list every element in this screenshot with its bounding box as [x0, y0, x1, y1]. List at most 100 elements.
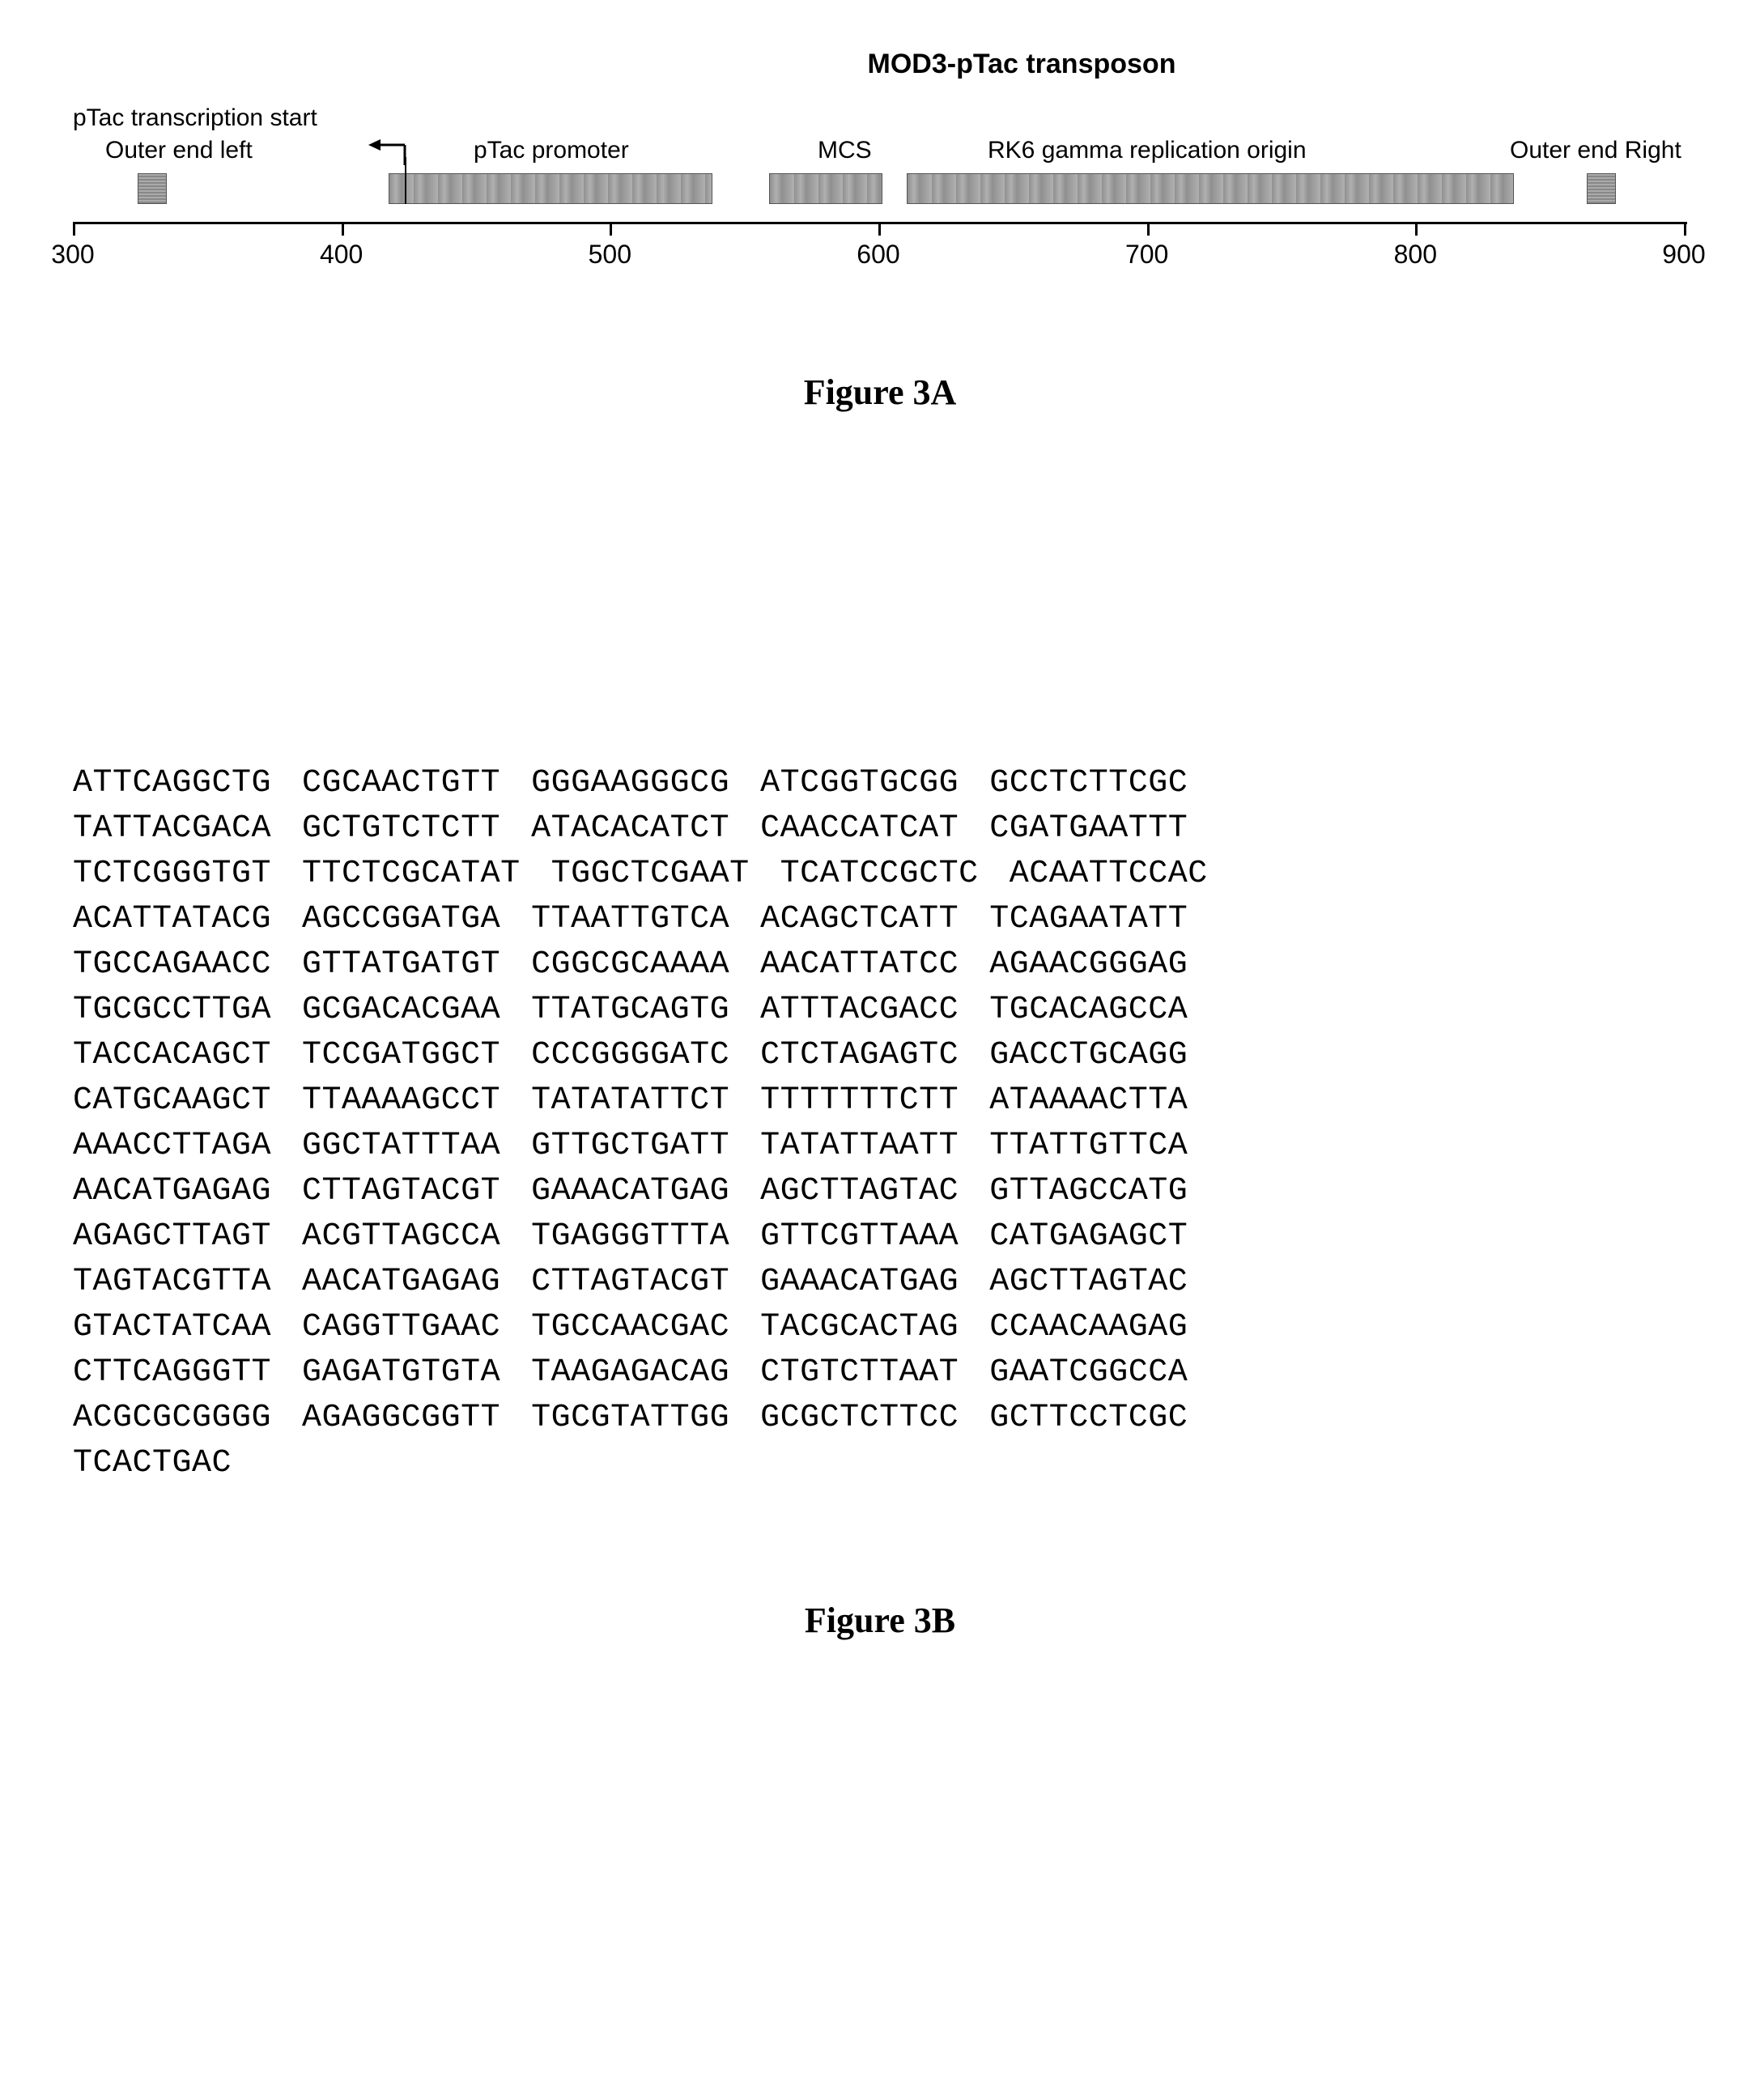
ruler-tick	[610, 224, 612, 236]
ruler-label: 900	[1662, 240, 1705, 270]
sequence-block: CCCGGGGATC	[531, 1033, 729, 1078]
figure-a-caption: Figure 3A	[73, 372, 1687, 413]
sequence-block: TGCGTATTGG	[531, 1396, 729, 1441]
sequence-block: AACATTATCC	[760, 942, 959, 988]
sequence-block: TATATTAATT	[760, 1124, 959, 1169]
sequence-block: GAAACATGAG	[531, 1169, 729, 1214]
label-mcs: MCS	[818, 137, 872, 164]
bar-outer-end-left	[138, 173, 167, 204]
ruler-label: 300	[51, 240, 94, 270]
sequence-block: ACAATTCCAC	[1010, 852, 1208, 897]
label-transcription-start: pTac transcription start	[73, 104, 317, 132]
sequence-block: AGCTTAGTAC	[760, 1169, 959, 1214]
ruler-tick	[1684, 224, 1686, 236]
ruler-label: 600	[857, 240, 899, 270]
sequence-row: TCACTGAC	[73, 1441, 1687, 1486]
bar-outer-end-right	[1587, 173, 1616, 204]
sequence-block: CTTAGTACGT	[302, 1169, 500, 1214]
sequence-block: CATGCAAGCT	[73, 1078, 271, 1124]
sequence-block: AGAGGCGGTT	[302, 1396, 500, 1441]
sequence-block: GCGACACGAA	[302, 988, 500, 1033]
sequence-block: TATTACGACA	[73, 806, 271, 852]
sequence-block: TACGCACTAG	[760, 1305, 959, 1350]
sequence-row: TCTCGGGTGTTTCTCGCATATTGGCTCGAATTCATCCGCT…	[73, 852, 1687, 897]
sequence-block: ATTTACGACC	[760, 988, 959, 1033]
sequence-block: TGGCTCGAAT	[551, 852, 750, 897]
label-ptac-promoter: pTac promoter	[474, 137, 629, 164]
sequence-block: GTTAGCCATG	[989, 1169, 1188, 1214]
sequence-block: TCACTGAC	[73, 1441, 232, 1486]
sequence-block: TCTCGGGTGT	[73, 852, 271, 897]
sequence-block: ATACACATCT	[531, 806, 729, 852]
sequence-block: TCATCCGCTC	[780, 852, 979, 897]
sequence-block: AACATGAGAG	[302, 1260, 500, 1305]
track-row	[73, 173, 1687, 214]
sequence-block: GAGATGTGTA	[302, 1350, 500, 1396]
sequence-block: GGGAAGGGCG	[531, 761, 729, 806]
sequence-block: CAACCATCAT	[760, 806, 959, 852]
diagram-section: MOD3-pTac transposon pTac transcription …	[73, 49, 1687, 413]
sequence-block: AGAACGGGAG	[989, 942, 1188, 988]
sequence-block: TGCCAGAACC	[73, 942, 271, 988]
sequence-block: GCTGTCTCTT	[302, 806, 500, 852]
sequence-row: TATTACGACA GCTGTCTCTT ATACACATCT CAACCATCAT…	[73, 806, 1687, 852]
ruler-label: 500	[589, 240, 631, 270]
sequence-row: ATTCAGGCTGCGCAACTGTTGGGAAGGGCGATCGGTGCGG…	[73, 761, 1687, 806]
label-row-2: Outer end left pTac promoter MCS RK6 gam…	[73, 137, 1687, 169]
ruler-tick	[1415, 224, 1418, 236]
diagram-title: MOD3-pTac transposon	[73, 49, 1687, 80]
sequence-block: TGCCAACGAC	[531, 1305, 729, 1350]
sequence-block: AGAGCTTAGT	[73, 1214, 271, 1260]
ruler-tick	[342, 224, 344, 236]
ruler-label: 700	[1125, 240, 1168, 270]
label-rk6: RK6 gamma replication origin	[988, 137, 1307, 164]
sequence-block: ATCGGTGCGG	[760, 761, 959, 806]
sequence-block: CATGAGAGCT	[989, 1214, 1188, 1260]
sequence-row: CTTCAGGGTT GAGATGTGTA TAAGAGACAG CTGTCTTAAT…	[73, 1350, 1687, 1396]
sequence-block: TGCGCCTTGA	[73, 988, 271, 1033]
sequence-row: TAGTACGTTAAACATGAGAGCTTAGTACGTGAAACATGAG…	[73, 1260, 1687, 1305]
sequence-block: GAATCGGCCA	[989, 1350, 1188, 1396]
label-outer-end-right: Outer end Right	[1510, 137, 1681, 164]
sequence-block: AGCTTAGTAC	[989, 1260, 1188, 1305]
sequence-block: TTATTGTTCA	[989, 1124, 1188, 1169]
ruler-label: 400	[320, 240, 363, 270]
sequence-row: TACCACAGCTTCCGATGGCTCCCGGGGATCCTCTAGAGTC…	[73, 1033, 1687, 1078]
sequence-block: TTTTTTTCTT	[760, 1078, 959, 1124]
sequence-block: GCTTCCTCGC	[989, 1396, 1188, 1441]
bar-ptac-promoter	[389, 173, 712, 204]
sequence-block: TAAGAGACAG	[531, 1350, 729, 1396]
sequence-block: TCAGAATATT	[989, 897, 1188, 942]
bar-rk6	[907, 173, 1514, 204]
sequence-block: CGCAACTGTT	[302, 761, 500, 806]
sequence-row: ACATTATACGAGCCGGATGATTAATTGTCAACAGCTCATT…	[73, 897, 1687, 942]
sequence-block: GACCTGCAGG	[989, 1033, 1188, 1078]
sequence-block: ACGTTAGCCA	[302, 1214, 500, 1260]
sequence-section: ATTCAGGCTGCGCAACTGTTGGGAAGGGCGATCGGTGCGG…	[73, 761, 1687, 1486]
sequence-block: CGGCGCAAAA	[531, 942, 729, 988]
label-row-1: pTac transcription start	[73, 104, 1687, 137]
sequence-block: TTAATTGTCA	[531, 897, 729, 942]
sequence-block: CTCTAGAGTC	[760, 1033, 959, 1078]
sequence-row: ACGCGCGGGGAGAGGCGGTTTGCGTATTGGGCGCTCTTCC…	[73, 1396, 1687, 1441]
sequence-block: GAAACATGAG	[760, 1260, 959, 1305]
sequence-block: CTTCAGGGTT	[73, 1350, 271, 1396]
sequence-block: GCCTCTTCGC	[989, 761, 1188, 806]
sequence-block: ACAGCTCATT	[760, 897, 959, 942]
ruler: 300400500600700800900	[73, 222, 1687, 287]
sequence-block: CTGTCTTAAT	[760, 1350, 959, 1396]
sequence-block: CTTAGTACGT	[531, 1260, 729, 1305]
sequence-row: AACATGAGAGCTTAGTACGTGAAACATGAGAGCTTAGTAC…	[73, 1169, 1687, 1214]
sequence-row: TGCGCCTTGA GCGACACGAA TTATGCAGTG ATTTACGACC…	[73, 988, 1687, 1033]
sequence-block: CAGGTTGAAC	[302, 1305, 500, 1350]
sequence-block: GTACTATCAA	[73, 1305, 271, 1350]
sequence-row: CATGCAAGCTTTAAAAGCCTTATATATTCTTTTTTTTCTT…	[73, 1078, 1687, 1124]
figure-b-caption: Figure 3B	[73, 1600, 1687, 1641]
sequence-block: CGATGAATTT	[989, 806, 1188, 852]
sequence-block: TCCGATGGCT	[302, 1033, 500, 1078]
sequence-block: CCAACAAGAG	[989, 1305, 1188, 1350]
sequence-block: GTTCGTTAAA	[760, 1214, 959, 1260]
bar-mcs	[769, 173, 882, 204]
sequence-block: TTATGCAGTG	[531, 988, 729, 1033]
sequence-row: AAACCTTAGAGGCTATTTAAGTTGCTGATTTATATTAATT…	[73, 1124, 1687, 1169]
